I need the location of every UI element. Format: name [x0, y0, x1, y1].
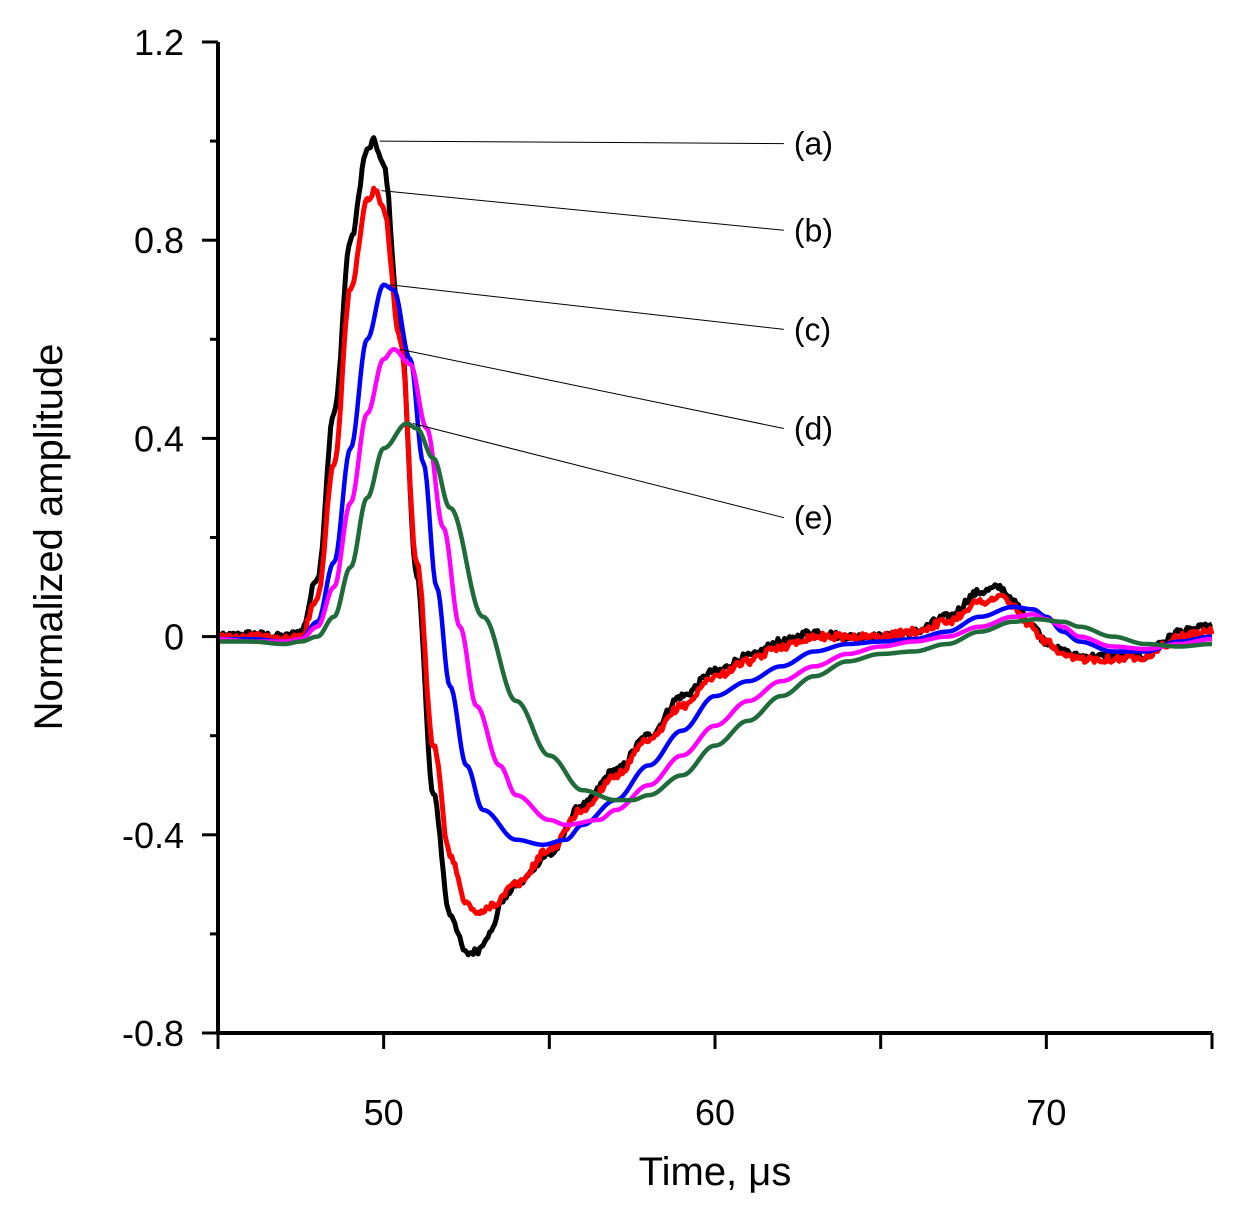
- y-tick-label: -0.4: [122, 815, 184, 856]
- series-line-a: [215, 135, 1213, 958]
- leader-line-a: [379, 140, 784, 145]
- curve-labels-group: (a) (b) (c) (d) (e): [794, 126, 833, 536]
- curve-label-e: (e): [794, 500, 833, 536]
- curves-group: [215, 135, 1215, 958]
- y-tick-label: 0.4: [134, 418, 184, 459]
- curve-label-c: (c): [794, 311, 831, 347]
- series-line-b: [216, 185, 1215, 917]
- x-axis-title: Time, μs: [639, 1150, 792, 1194]
- x-tick-label: 70: [1026, 1092, 1066, 1133]
- tick-labels-group: 50 60 70 -0.8 -0.4 0 0.4 0.8 1.2: [122, 22, 1066, 1133]
- leader-line-d: [399, 348, 784, 429]
- ticks-group: [202, 40, 1214, 1049]
- curve-label-d: (d): [794, 410, 833, 446]
- y-tick-label: 1.2: [134, 22, 184, 63]
- x-tick-label: 60: [695, 1092, 735, 1133]
- series-line-d: [217, 346, 1213, 828]
- y-tick-label: 0.8: [134, 220, 184, 261]
- leader-line-b: [381, 190, 784, 231]
- series-line-c: [217, 282, 1213, 847]
- y-axis-title: Normalized amplitude: [27, 344, 71, 731]
- leader-line-c: [389, 284, 784, 330]
- leader-line-e: [412, 423, 785, 519]
- axes-group: [216, 42, 1212, 1035]
- series-line-e: [217, 421, 1213, 803]
- y-tick-label: 0: [164, 617, 184, 658]
- x-tick-label: 50: [364, 1092, 404, 1133]
- curve-label-a: (a): [794, 126, 833, 162]
- leader-lines-group: [379, 140, 785, 519]
- curve-label-b: (b): [794, 212, 833, 248]
- y-tick-label: -0.8: [122, 1013, 184, 1054]
